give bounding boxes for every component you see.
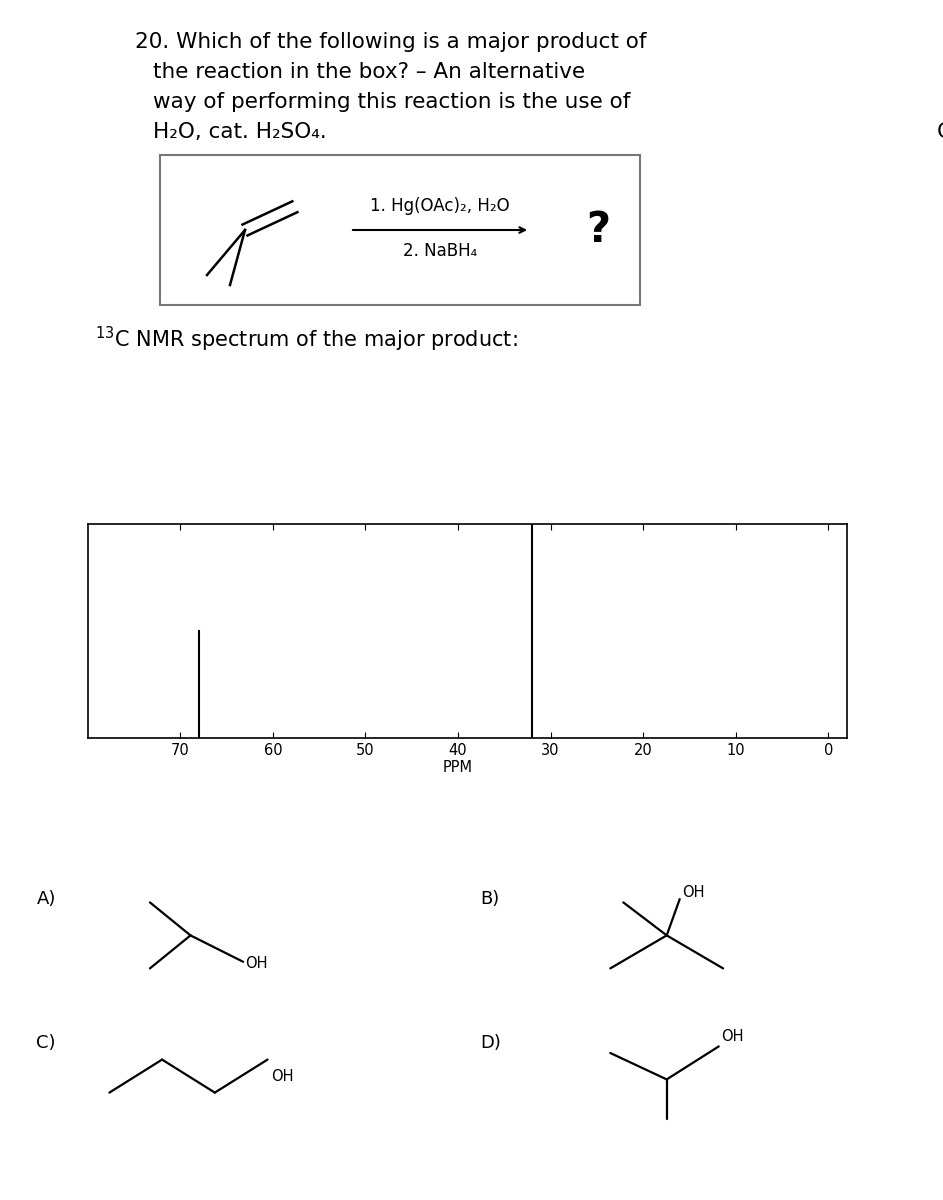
Text: 2. NaBH₄: 2. NaBH₄	[403, 242, 477, 260]
Text: OH: OH	[682, 886, 704, 900]
Text: OH: OH	[721, 1028, 743, 1044]
Text: 20. Which of the following is a major product of: 20. Which of the following is a major pr…	[135, 32, 647, 52]
Text: OH: OH	[245, 956, 268, 971]
Text: ?: ?	[586, 209, 610, 251]
Text: C): C)	[37, 1034, 56, 1052]
Text: the reaction in the box? – An alternative: the reaction in the box? – An alternativ…	[153, 62, 585, 82]
Text: H₂O, cat. H₂SO₄.: H₂O, cat. H₂SO₄.	[153, 122, 327, 142]
Text: $^{13}$C NMR spectrum of the major product:: $^{13}$C NMR spectrum of the major produ…	[95, 325, 518, 354]
Text: D): D)	[480, 1034, 501, 1052]
Text: 1. Hg(OAc)₂, H₂O: 1. Hg(OAc)₂, H₂O	[371, 197, 510, 215]
Text: B): B)	[480, 890, 500, 908]
Text: C: C	[937, 122, 943, 142]
Bar	[160, 155, 640, 305]
Text: way of performing this reaction is the use of: way of performing this reaction is the u…	[153, 92, 630, 112]
Text: OH: OH	[272, 1069, 294, 1084]
Text: A): A)	[37, 890, 56, 908]
